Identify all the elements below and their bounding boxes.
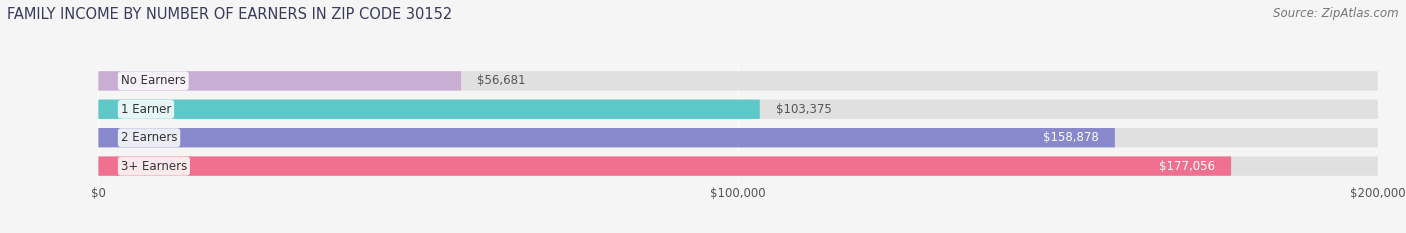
- Text: $56,681: $56,681: [477, 74, 526, 87]
- Text: $103,375: $103,375: [776, 103, 831, 116]
- Text: 3+ Earners: 3+ Earners: [121, 160, 187, 173]
- FancyBboxPatch shape: [98, 128, 1115, 147]
- FancyBboxPatch shape: [98, 100, 1378, 119]
- Text: 1 Earner: 1 Earner: [121, 103, 172, 116]
- Text: 2 Earners: 2 Earners: [121, 131, 177, 144]
- Text: No Earners: No Earners: [121, 74, 186, 87]
- FancyBboxPatch shape: [98, 156, 1378, 176]
- Text: FAMILY INCOME BY NUMBER OF EARNERS IN ZIP CODE 30152: FAMILY INCOME BY NUMBER OF EARNERS IN ZI…: [7, 7, 453, 22]
- Text: $177,056: $177,056: [1159, 160, 1215, 173]
- FancyBboxPatch shape: [98, 71, 1378, 91]
- FancyBboxPatch shape: [98, 128, 1378, 147]
- FancyBboxPatch shape: [98, 156, 1232, 176]
- FancyBboxPatch shape: [98, 71, 461, 91]
- Text: Source: ZipAtlas.com: Source: ZipAtlas.com: [1274, 7, 1399, 20]
- Text: $158,878: $158,878: [1043, 131, 1099, 144]
- FancyBboxPatch shape: [98, 100, 759, 119]
